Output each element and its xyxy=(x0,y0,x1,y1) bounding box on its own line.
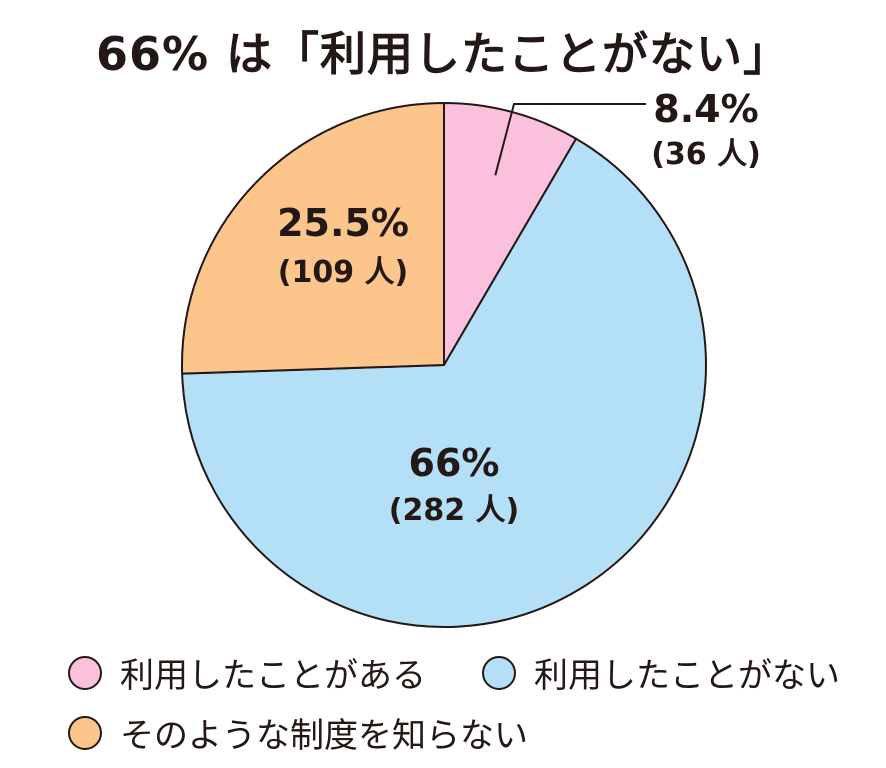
pie-slice-not-used xyxy=(181,137,707,628)
slice-count-label-not-used: (282 人) xyxy=(389,493,520,528)
pie-chart: 8.4% (36 人) 66% (282 人) 25.5% (109 人) xyxy=(181,87,761,628)
pie-slice-unaware xyxy=(181,102,445,375)
legend-label-used: 利用したことがある xyxy=(120,656,426,696)
legend-label-not-used: 利用したことがない xyxy=(534,656,840,696)
legend-swatch-used xyxy=(68,655,102,690)
legend-item-unaware: そのような制度を知らない xyxy=(68,708,528,757)
slice-pct-label-used: 8.4% xyxy=(653,87,758,131)
slice-count-label-used: (36 人) xyxy=(651,137,761,172)
legend-swatch-unaware xyxy=(68,715,102,750)
legend-swatch-not-used xyxy=(482,655,516,690)
legend-item-not-used: 利用したことがない xyxy=(482,648,840,697)
leader-line-used xyxy=(494,103,646,176)
legend-item-used: 利用したことがある xyxy=(68,648,426,697)
slice-count-label-unaware: (109 人) xyxy=(278,255,409,290)
chart-title: 66% は「利用したことがない」 xyxy=(95,27,791,81)
slice-pct-label-not-used: 66% xyxy=(409,441,500,485)
slice-pct-label-unaware: 25.5% xyxy=(277,201,409,245)
legend-label-unaware: そのような制度を知らない xyxy=(120,716,528,756)
